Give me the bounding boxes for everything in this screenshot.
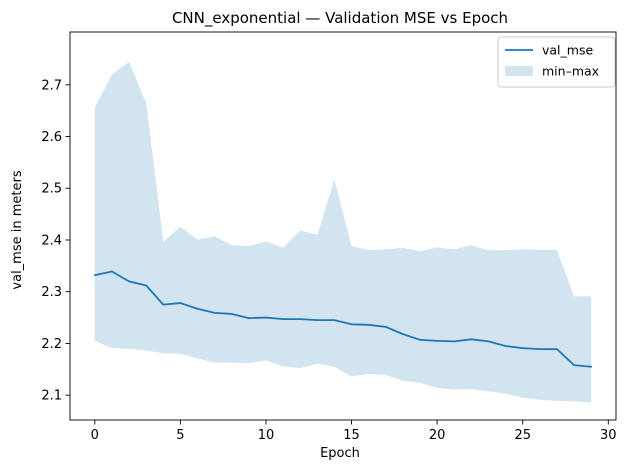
x-tick-label: 10	[258, 428, 275, 443]
val-mse-points	[93, 270, 593, 368]
line-layer	[93, 270, 593, 368]
val-mse-point	[282, 318, 284, 321]
val-mse-point	[384, 325, 387, 328]
x-tick-label: 30	[600, 428, 617, 443]
x-tick-label: 25	[514, 428, 531, 443]
band-layer	[94, 62, 592, 403]
val-mse-point	[196, 307, 199, 310]
val-mse-point	[521, 347, 524, 349]
val-mse-point	[247, 317, 250, 319]
y-tick-label: 2.7	[41, 78, 62, 93]
val-mse-point	[179, 302, 182, 304]
val-mse-point	[367, 323, 370, 326]
min-max-band	[94, 62, 592, 403]
chart-title: CNN_exponential — Validation MSE vs Epoc…	[172, 9, 508, 28]
plot-frame	[69, 31, 617, 421]
val-mse-point	[230, 313, 233, 315]
legend-line-label: val_mse	[542, 43, 593, 58]
val-mse-point	[453, 340, 456, 343]
y-tick-label: 2.2	[41, 337, 62, 352]
val-mse-point	[538, 348, 541, 351]
val-mse-point	[504, 345, 507, 347]
val-mse-point	[573, 364, 575, 367]
val-mse-point	[436, 339, 439, 342]
x-tick-label: 20	[429, 428, 446, 443]
y-tick-label: 2.5	[41, 182, 62, 197]
val-mse-point	[111, 270, 113, 273]
val-mse-point	[145, 284, 148, 287]
val-mse-point	[128, 280, 130, 283]
val-mse-point	[299, 318, 302, 321]
val-mse-point	[487, 340, 490, 343]
val-mse-line	[94, 270, 592, 368]
val-mse-point	[162, 303, 165, 306]
y-axis-label: val_mse in meters	[10, 170, 25, 289]
x-tick-label: 5	[176, 428, 184, 443]
val-mse-point	[333, 319, 336, 322]
y-tick-label: 2.3	[41, 285, 62, 300]
val-mse-point	[470, 338, 473, 341]
val-mse-point	[590, 365, 593, 368]
val-mse-point	[402, 333, 404, 336]
y-tick-label: 2.1	[41, 389, 62, 404]
val-mse-point	[419, 338, 421, 341]
val-mse-point	[316, 319, 319, 322]
y-axis-ticks: 2.1 2.2 2.3 2.4 2.5 2.6 2.7	[41, 78, 70, 404]
x-axis-ticks: 0 5 10 15 20 25 30	[91, 420, 617, 443]
val-mse-point	[265, 316, 267, 319]
val-mse-point	[93, 274, 96, 277]
x-axis-label: Epoch	[320, 446, 360, 461]
legend-band-swatch	[505, 66, 533, 76]
y-tick-label: 2.6	[41, 130, 62, 145]
x-tick-label: 0	[91, 428, 99, 443]
val-mse-point	[556, 348, 558, 351]
val-mse-point	[350, 323, 353, 326]
legend: val_mse min–max	[497, 36, 616, 88]
x-tick-label: 15	[343, 428, 360, 443]
val-mse-point	[213, 312, 216, 314]
y-tick-label: 2.4	[41, 233, 62, 248]
legend-band-label: min–max	[542, 64, 599, 79]
